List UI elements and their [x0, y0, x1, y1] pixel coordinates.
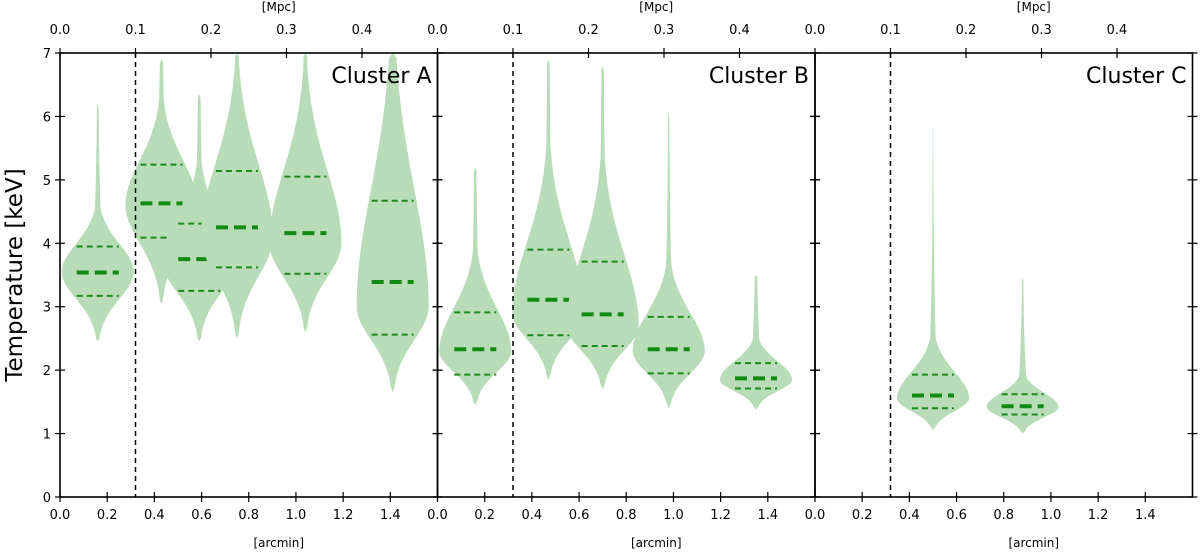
x-tick-label: 1.2: [333, 508, 354, 523]
x-axis-title: [arcmin]: [253, 536, 304, 550]
x-tick-label: 1.2: [1088, 508, 1109, 523]
panel-title: Cluster B: [709, 64, 809, 89]
top-tick-label: 0.0: [427, 23, 448, 38]
top-tick-label: 0.4: [1107, 23, 1128, 38]
violin-body: [632, 113, 705, 409]
top-axis-title: [Mpc]: [262, 0, 296, 14]
top-tick-label: 0.0: [805, 23, 826, 38]
y-tick-label: 5: [43, 174, 51, 189]
top-tick-label: 0.1: [125, 23, 146, 38]
panel-title: Cluster A: [331, 64, 431, 89]
top-tick-label: 0.0: [50, 23, 71, 38]
x-tick-label: 1.4: [757, 508, 778, 523]
violin: [632, 113, 705, 409]
top-tick-label: 0.1: [503, 23, 524, 38]
x-tick-label: 1.4: [380, 508, 401, 523]
x-tick-label: 0.6: [191, 508, 212, 523]
violin: [512, 59, 585, 380]
x-tick-label: 0.0: [805, 508, 826, 523]
x-tick-label: 0.8: [238, 508, 259, 523]
violin: [269, 53, 342, 333]
top-tick-label: 0.2: [956, 23, 977, 38]
violin: [356, 53, 429, 393]
top-axis-title: [Mpc]: [639, 0, 673, 14]
violin-body: [720, 275, 792, 410]
violin: [439, 167, 512, 405]
violin: [61, 103, 134, 342]
x-tick-label: 0.2: [852, 508, 873, 523]
violin: [986, 278, 1059, 434]
x-tick-label: 1.0: [1041, 508, 1062, 523]
violin-body: [356, 53, 429, 393]
panel-cluster-b: Cluster B 0.0 0.2 0.4 0.6 0.8 1.0 1.2 1.4 0.0 0.1 0…: [427, 0, 820, 550]
x-tick-label: 0.6: [946, 508, 967, 523]
y-tick-label: 3: [43, 301, 51, 316]
top-tick-label: 0.3: [276, 23, 297, 38]
top-tick-label: 0.2: [201, 23, 222, 38]
x-tick-label: 1.4: [1135, 508, 1156, 523]
panel-cluster-a: Cluster A 0.0 0.2 0.4 0.6 0.8 1.0 1.2 1.4 0.0 0.1 0…: [43, 0, 443, 550]
x-tick-label: 0.4: [899, 508, 920, 523]
panels: Cluster A 0.0 0.2 0.4 0.6 0.8 1.0 1.2 1.4 0.0 0.1 0…: [43, 0, 1198, 550]
x-axis-title: [arcmin]: [1008, 536, 1059, 550]
y-tick-label: 6: [43, 110, 51, 125]
violin-body: [61, 103, 134, 342]
y-tick-label: 0: [43, 491, 51, 506]
panel-cluster-c: Cluster C 0.0 0.2 0.4 0.6 0.8 1.0 1.2 1.4 0.0 0.1 0…: [805, 0, 1198, 550]
violin-body: [897, 125, 969, 431]
top-tick-label: 0.4: [352, 23, 373, 38]
x-tick-label: 1.0: [286, 508, 307, 523]
x-tick-label: 0.2: [97, 508, 118, 523]
x-tick-label: 0.2: [474, 508, 495, 523]
x-tick-label: 0.6: [569, 508, 590, 523]
y-tick-label: 4: [43, 237, 51, 252]
violin: [201, 53, 273, 339]
top-axis-title: [Mpc]: [1017, 0, 1051, 14]
y-tick-label: 2: [43, 364, 51, 379]
violin-body: [163, 94, 236, 342]
x-axis-title: [arcmin]: [631, 536, 682, 550]
x-tick-label: 0.4: [522, 508, 543, 523]
violin: [566, 65, 639, 390]
y-axis-title: Temperature [keV]: [2, 168, 28, 382]
x-tick-label: 0.0: [50, 508, 71, 523]
violin: [897, 125, 969, 431]
x-tick-label: 0.8: [616, 508, 637, 523]
violin-body: [566, 65, 639, 390]
top-tick-label: 0.2: [578, 23, 599, 38]
plot-frame: [814, 52, 1194, 498]
x-tick-label: 0.8: [993, 508, 1014, 523]
top-tick-label: 0.4: [729, 23, 750, 38]
y-tick-label: 7: [43, 47, 51, 62]
y-tick-label: 1: [43, 428, 51, 443]
top-tick-label: 0.3: [654, 23, 675, 38]
top-tick-label: 0.3: [1031, 23, 1052, 38]
violin: [720, 275, 792, 410]
violin-body: [439, 167, 512, 405]
panel-title: Cluster C: [1086, 64, 1186, 89]
x-tick-label: 0.0: [427, 508, 448, 523]
violin-body: [269, 53, 342, 333]
violin-body: [986, 278, 1059, 434]
x-tick-label: 1.2: [710, 508, 731, 523]
x-tick-label: 0.4: [144, 508, 165, 523]
top-tick-label: 0.1: [880, 23, 901, 38]
x-tick-label: 1.0: [663, 508, 684, 523]
